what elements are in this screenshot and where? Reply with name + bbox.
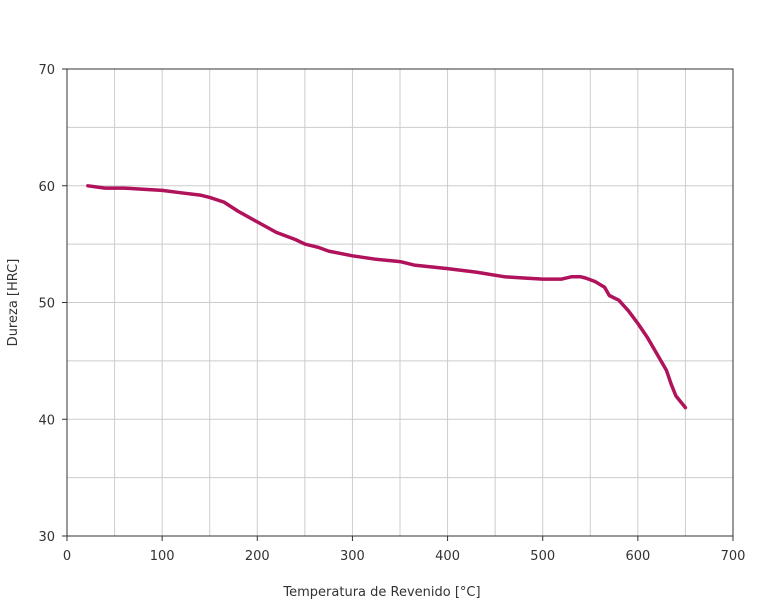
x-tick-label: 600 [625, 549, 650, 564]
y-tick-label: 30 [38, 530, 55, 545]
series-line [86, 184, 688, 410]
x-tick-label: 100 [150, 549, 175, 564]
x-tick-label: 300 [340, 549, 365, 564]
x-tick-label: 500 [530, 549, 555, 564]
x-axis-title: Temperatura de Revenido [°C] [282, 585, 480, 600]
y-tick-label: 50 [38, 297, 55, 312]
x-tick-label: 400 [435, 549, 460, 564]
grid-layer [67, 69, 733, 536]
y-tick-label: 60 [38, 180, 55, 195]
tick-layer: 0 100 200 300 400 500 600 700 30 40 50 60 70 [38, 63, 745, 564]
y-tick-label: 70 [38, 63, 55, 78]
x-tick-label: 0 [63, 549, 71, 564]
x-tick-label: 200 [245, 549, 270, 564]
y-axis-title: Dureza [HRC] [6, 259, 21, 347]
series-layer [86, 184, 688, 410]
x-tick-label: 700 [721, 549, 746, 564]
y-tick-label: 40 [38, 413, 55, 428]
